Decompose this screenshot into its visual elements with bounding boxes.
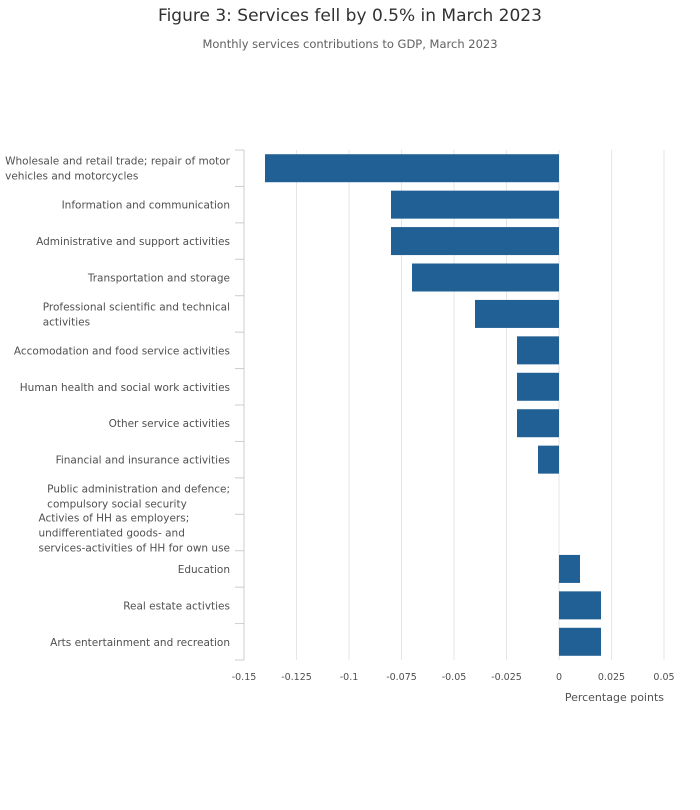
axes: -0.15 -0.125 -0.1 -0.075 -0.05 -0.025 0 0.025 0.… xyxy=(232,149,675,683)
category-label: Financial and insurance activities xyxy=(56,455,230,467)
bar xyxy=(559,554,580,583)
category-label: Accomodation and food service activities xyxy=(14,345,230,357)
bar xyxy=(517,372,559,401)
chart-subtitle: Monthly services contributions to GDP, M… xyxy=(202,37,498,51)
bar xyxy=(412,263,559,292)
category-label: Transportation and storage xyxy=(87,273,230,285)
category-label-line: Activies of HH as employers; xyxy=(39,513,190,525)
chart-title: Figure 3: Services fell by 0.5% in March… xyxy=(158,6,542,26)
category-label: Human health and social work activities xyxy=(20,382,230,394)
bars xyxy=(265,154,601,656)
x-tick-label: -0.1 xyxy=(340,672,359,683)
bar xyxy=(559,627,601,656)
bar xyxy=(391,190,559,219)
category-label-line: activities xyxy=(43,316,90,328)
category-label-line: services-activities of HH for own use xyxy=(39,543,231,555)
x-tick-label: -0.075 xyxy=(386,672,417,683)
x-tick-label: -0.125 xyxy=(281,672,312,683)
x-axis-label: Percentage points xyxy=(565,691,664,704)
category-label: Administrative and support activities xyxy=(36,236,230,248)
category-label-line: compulsory social security xyxy=(47,499,187,511)
category-label: Education xyxy=(178,564,230,576)
x-tick-label: -0.05 xyxy=(442,672,467,683)
bar xyxy=(538,445,559,474)
bar xyxy=(391,227,559,256)
x-tick-label: 0.025 xyxy=(598,672,625,683)
category-label: Other service activities xyxy=(109,418,230,430)
bar xyxy=(517,409,559,438)
x-tick-label: 0 xyxy=(556,672,562,683)
category-label-line: Public administration and defence; xyxy=(47,484,230,496)
category-label: Real estate activties xyxy=(123,600,230,612)
x-tick-label: -0.025 xyxy=(491,672,522,683)
bar xyxy=(475,299,559,328)
bar xyxy=(559,591,601,620)
category-labels: Wholesale and retail trade; repair of mo… xyxy=(5,156,231,649)
x-tick-label: -0.15 xyxy=(232,672,257,683)
category-label-line: Wholesale and retail trade; repair of mo… xyxy=(5,156,231,168)
x-tick-label: 0.05 xyxy=(653,672,674,683)
category-label: Information and communication xyxy=(62,200,230,212)
category-label: Arts entertainment and recreation xyxy=(50,637,230,649)
category-label-line: Professional scientific and technical xyxy=(43,301,230,313)
bar xyxy=(265,154,559,183)
gridlines xyxy=(243,150,665,660)
category-label-line: undifferentiated goods- and xyxy=(39,528,185,540)
category-label-line: vehicles and motorcycles xyxy=(5,171,138,183)
bar xyxy=(517,336,559,365)
